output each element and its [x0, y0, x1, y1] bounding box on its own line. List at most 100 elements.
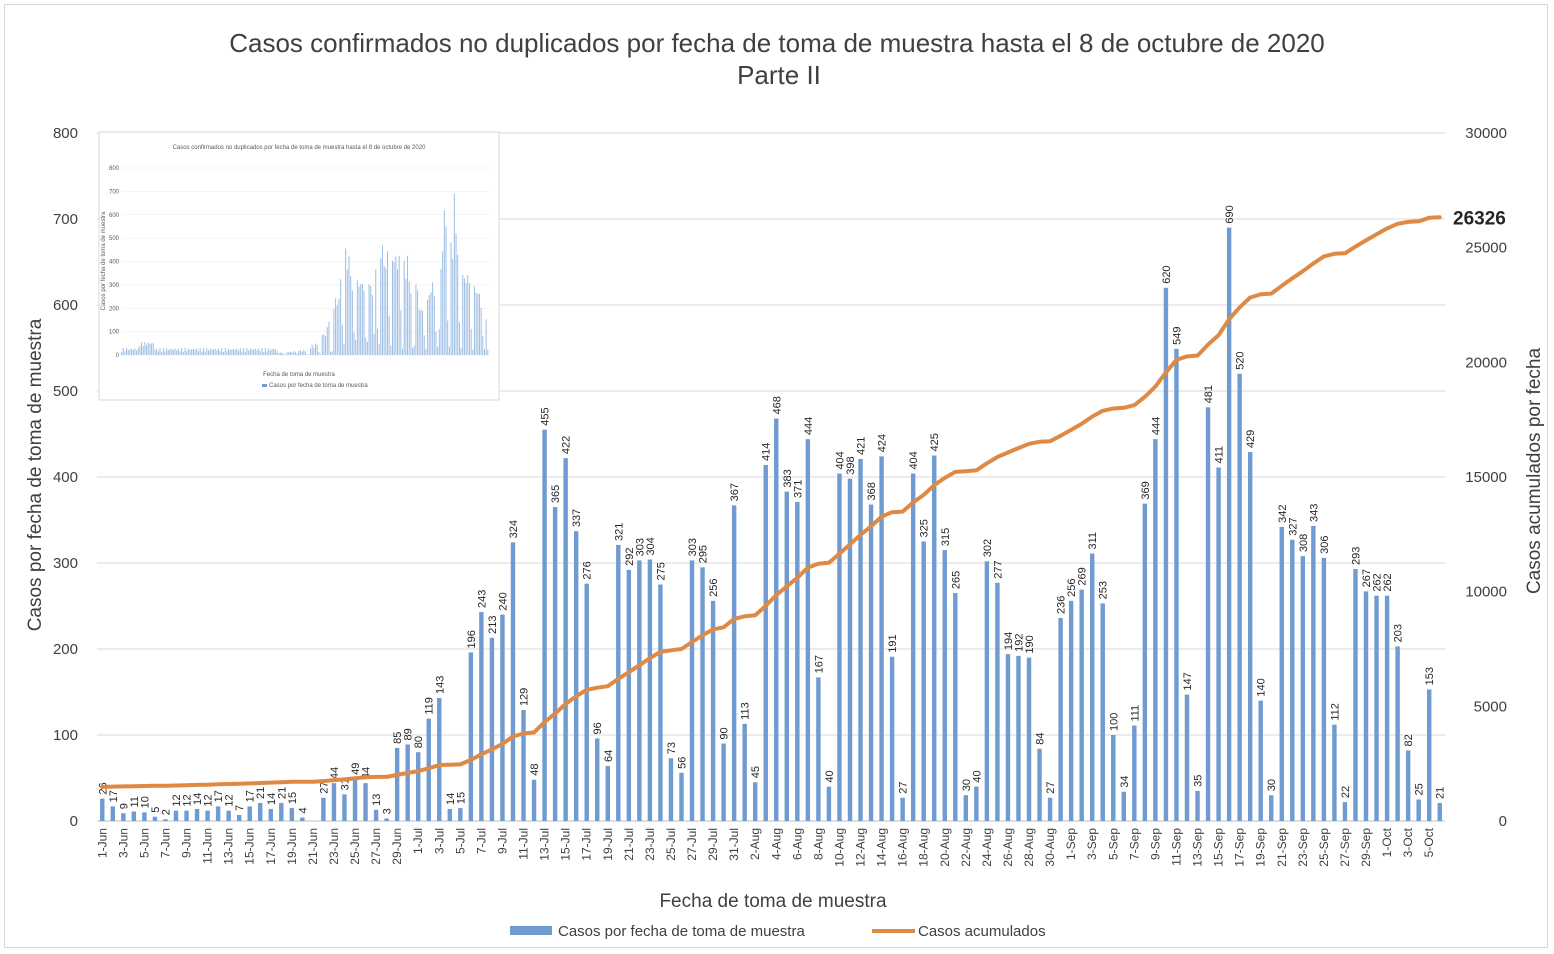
bar: [236, 814, 242, 821]
bar-data-label: 295: [698, 545, 710, 563]
bar: [500, 614, 505, 821]
inset-bar: [408, 281, 410, 355]
inset-tick-label: 300: [109, 283, 120, 289]
inset-bar: [126, 348, 128, 355]
bar: [1005, 654, 1011, 821]
right-tick-label: 25000: [1465, 240, 1507, 257]
inset-bar: [453, 193, 455, 355]
bar: [879, 456, 884, 821]
bar-data-label: 421: [856, 437, 868, 455]
bar-data-label: 253: [1098, 581, 1110, 599]
bar: [342, 794, 347, 821]
legend: Casos por fecha de toma de muestra Casos…: [510, 923, 1046, 940]
bar-data-label: 30: [961, 779, 973, 791]
bar-data-label: 265: [950, 571, 962, 589]
x-tick-label: 5-Jun: [137, 828, 151, 858]
x-tick-label: 13-Sep: [1191, 828, 1205, 867]
inset-bar: [345, 248, 347, 355]
bar: [447, 808, 453, 821]
x-axis-tick-labels: 1-Jun 3-Jun 5-Jun 7-Jun 9-Jun 11-Jun 13-Jun 15-…: [95, 827, 1436, 866]
bar-data-label: 15: [455, 792, 467, 804]
inset-bar: [289, 351, 291, 355]
bar-data-label: 2: [160, 809, 172, 815]
x-tick-label: 7-Sep: [1127, 828, 1141, 860]
bar: [1216, 467, 1221, 821]
x-tick-label: 10-Aug: [832, 828, 846, 867]
inset-bar: [313, 347, 315, 355]
inset-bar: [397, 268, 399, 355]
bar-data-label: 27: [1045, 782, 1057, 794]
inset-bar: [452, 258, 454, 355]
bar-data-label: 113: [740, 702, 752, 720]
inset-tick-label: 400: [109, 260, 120, 266]
bar-data-label: 21: [255, 787, 267, 799]
chart-frame: Casos confirmados no duplicados por fech…: [4, 4, 1548, 948]
x-tick-label: 11-Jun: [201, 828, 215, 864]
inset-bar: [271, 348, 273, 355]
inset-bar: [363, 290, 365, 355]
inset-bar: [202, 347, 204, 355]
inset-bar: [207, 350, 209, 355]
inset-tick-label: 500: [109, 236, 120, 242]
bar-data-label: 21: [276, 787, 288, 799]
right-tick-label: 0: [1499, 813, 1507, 830]
right-tick-label: 10000: [1465, 584, 1507, 601]
inset-bar: [321, 335, 323, 355]
x-tick-label: 29-Jul: [706, 828, 720, 861]
bar: [152, 816, 158, 821]
inset-bar: [279, 352, 281, 355]
bar: [268, 808, 273, 821]
x-tick-label: 19-Jun: [285, 828, 299, 865]
bar: [1269, 795, 1274, 821]
bar-data-label: 303: [634, 538, 646, 556]
bar-data-label: 129: [519, 688, 531, 706]
x-tick-label: 29-Jun: [390, 828, 404, 865]
inset-bar: [291, 352, 293, 355]
bar: [710, 600, 716, 821]
inset-bar: [427, 299, 429, 355]
inset-bar: [311, 344, 313, 355]
inset-bar: [159, 348, 161, 355]
bar: [752, 782, 758, 821]
inset-bar: [266, 351, 268, 355]
bar: [1300, 556, 1306, 821]
inset-bar: [174, 348, 176, 355]
inset-bar: [323, 334, 325, 355]
inset-bar: [176, 350, 178, 355]
bar-data-label: 414: [761, 443, 773, 461]
inset-y-title: Casos por fecha de toma de muestra: [101, 211, 107, 310]
left-tick-label: 700: [53, 211, 78, 228]
x-tick-label: 17-Jul: [580, 828, 594, 861]
inset-bar: [139, 345, 141, 355]
inset-bar: [144, 342, 146, 355]
bar: [300, 817, 305, 821]
bar: [1247, 452, 1253, 821]
bar-data-label: 203: [1393, 624, 1405, 642]
bar-data-label: 35: [1193, 775, 1205, 787]
bar-data-label: 13: [371, 794, 383, 806]
right-axis-title: Casos acumulados por fecha: [1524, 348, 1545, 595]
bar-data-label: 369: [1140, 481, 1152, 499]
bar-data-label: 262: [1372, 573, 1384, 591]
bar-data-label: 293: [1350, 547, 1362, 565]
bar-data-label: 315: [940, 528, 952, 546]
bar-data-label: 191: [887, 634, 899, 652]
bar-data-label: 404: [834, 451, 846, 469]
bar-data-label: 276: [582, 561, 594, 579]
inset-bar: [132, 349, 134, 355]
inset-bar: [403, 260, 405, 355]
inset-bar: [370, 286, 372, 355]
bar: [373, 809, 379, 821]
inset-bar: [465, 283, 467, 355]
inset-bar: [197, 350, 199, 355]
inset-bar: [127, 350, 129, 355]
inset-bars: [121, 193, 489, 355]
cumulative-line-series: 26326: [100, 208, 1506, 789]
combo-chart: Casos confirmados no duplicados por fech…: [25, 28, 1545, 940]
x-tick-label: 1-Jun: [95, 828, 109, 858]
bar-data-label: 383: [782, 469, 794, 487]
inset-bar: [437, 347, 439, 355]
bar: [258, 802, 263, 821]
x-tick-label: 30-Aug: [1043, 828, 1057, 867]
bar: [1089, 553, 1095, 821]
